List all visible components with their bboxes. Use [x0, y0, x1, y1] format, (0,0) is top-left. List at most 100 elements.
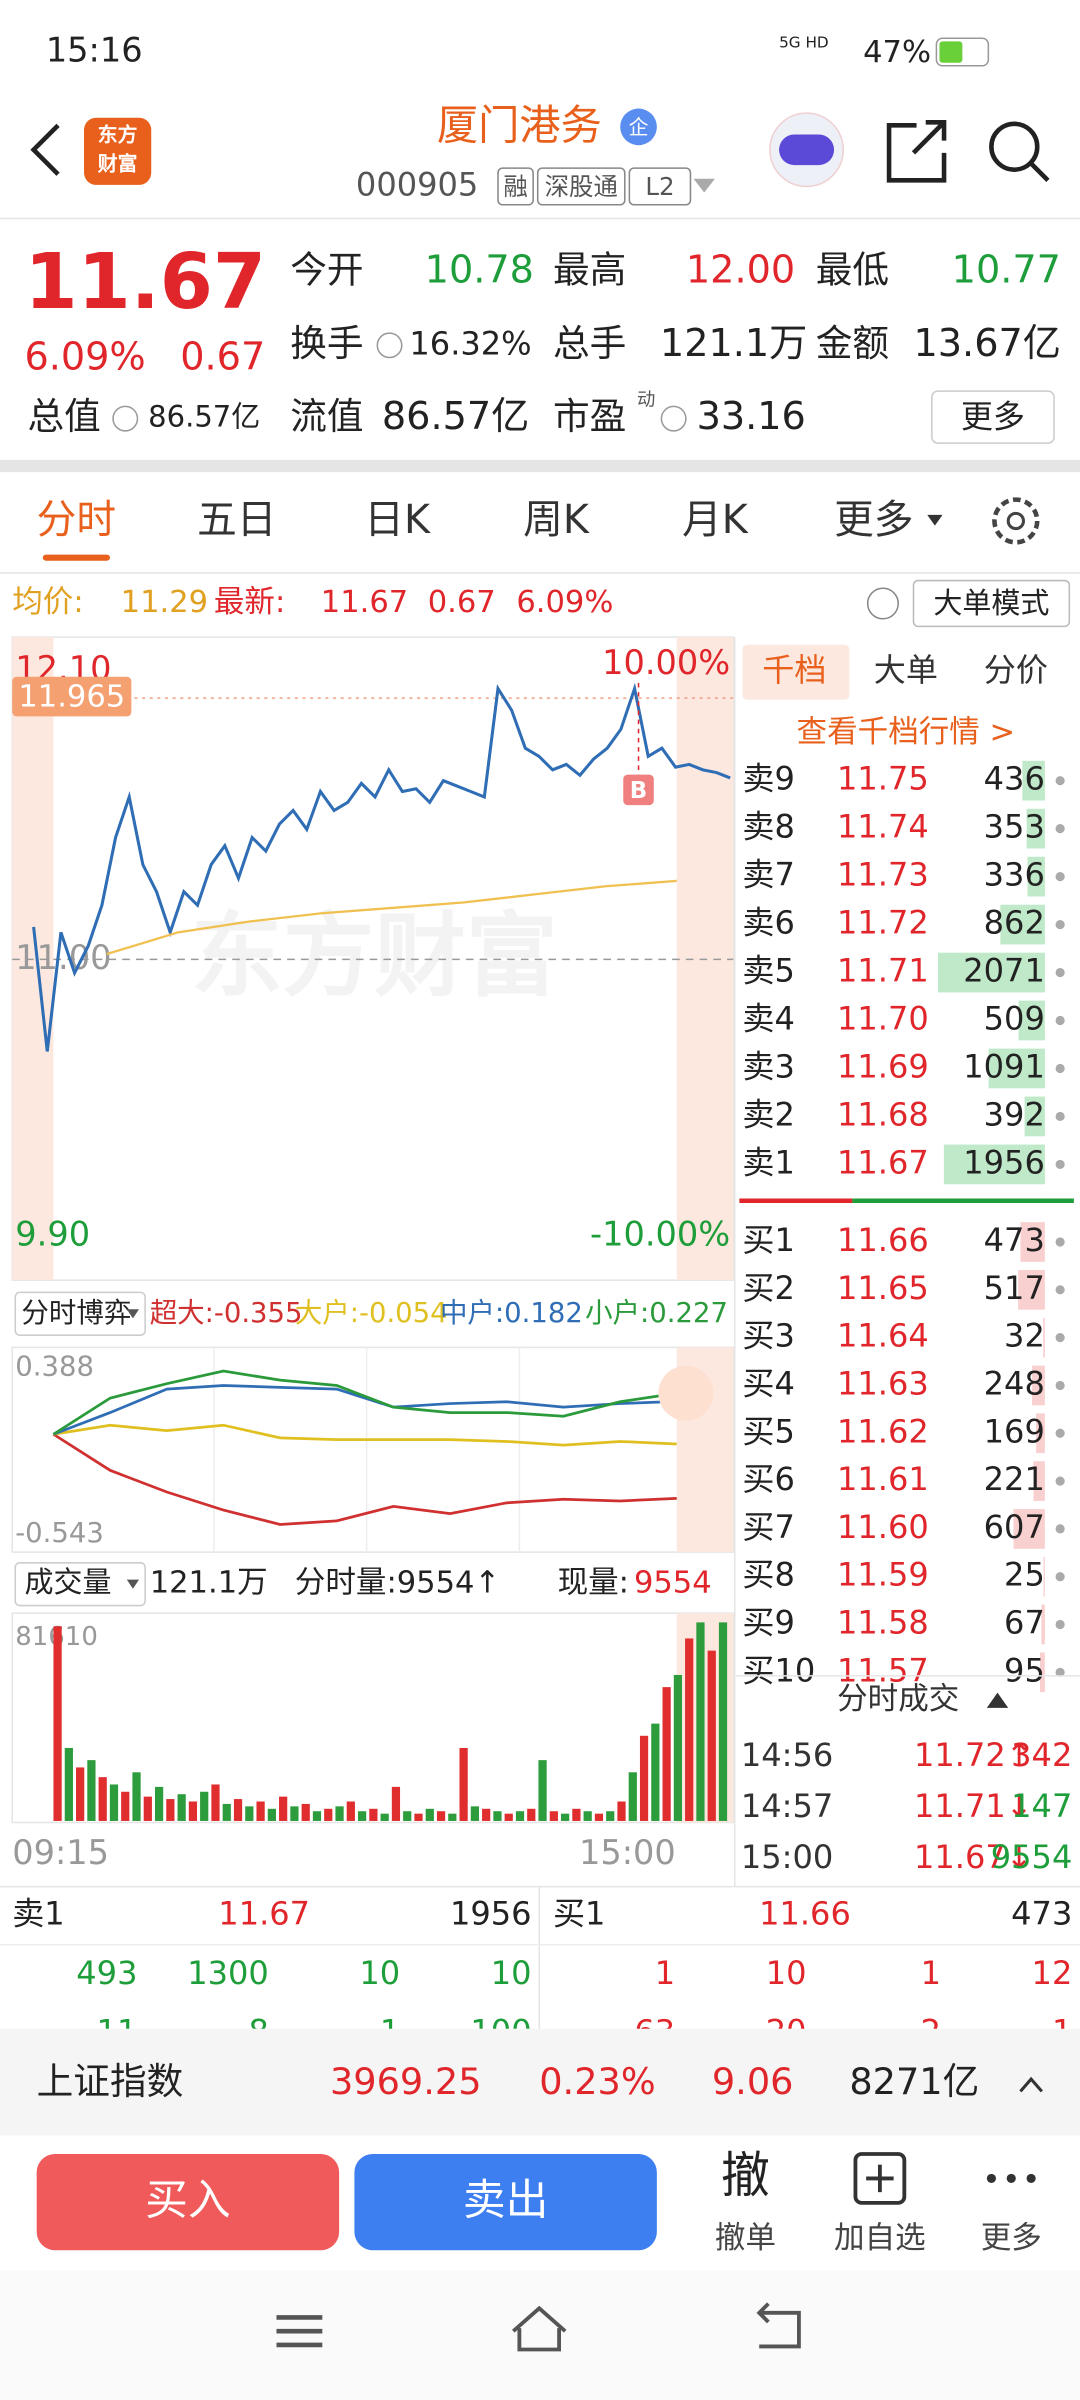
more-text[interactable]: 更多	[981, 2221, 1042, 2256]
mode-button[interactable]	[912, 579, 1071, 628]
sell-text[interactable]: 卖出	[463, 2175, 549, 2225]
volume-selector[interactable]	[14, 1562, 146, 1607]
expand-button[interactable]	[658, 1365, 714, 1421]
tag: L2	[645, 172, 674, 201]
search-icon[interactable]	[989, 121, 1040, 172]
level-label: 买7	[742, 1508, 794, 1546]
settings-icon[interactable]	[992, 497, 1040, 545]
tab[interactable]: 五日	[197, 497, 276, 543]
volume-bar	[470, 1806, 479, 1821]
sell-button[interactable]	[354, 2153, 657, 2251]
cancel-text[interactable]: 撤单	[715, 2221, 776, 2256]
logo-text: 东方	[98, 124, 138, 147]
more-text[interactable]: 更多	[961, 398, 1025, 436]
share-icon[interactable]	[886, 119, 947, 183]
nav-back[interactable]	[756, 2302, 801, 2349]
volume-bar	[109, 1784, 119, 1821]
volume-bar	[1041, 1604, 1045, 1645]
depth-cell: 473	[1011, 1895, 1072, 1933]
volume-bar	[200, 1791, 209, 1821]
index-name[interactable]: 上证指数	[37, 2060, 184, 2103]
depth-cell: 11.66	[759, 1895, 851, 1933]
legend-item: 大户:-0.054	[295, 1297, 448, 1329]
volume-bar	[425, 1808, 434, 1821]
level-dot	[1055, 776, 1065, 786]
avg: 11.29	[121, 585, 208, 620]
level-dot	[1055, 872, 1065, 882]
level-label: 买9	[742, 1604, 794, 1642]
logo	[84, 117, 152, 185]
book-tab[interactable]: 大单	[874, 651, 938, 689]
info-icon	[660, 405, 687, 432]
buy-text[interactable]: 买入	[145, 2175, 231, 2225]
volume-bar	[279, 1796, 288, 1821]
volume-bar	[154, 1786, 164, 1821]
price-line	[32, 682, 731, 1052]
level-dot	[1055, 967, 1065, 978]
status-time: 15:16	[46, 31, 143, 70]
level-price: 11.66	[837, 1221, 929, 1259]
book-link[interactable]: 查看千档行情 >	[797, 715, 1016, 750]
level-dot	[1055, 1428, 1065, 1438]
tab[interactable]: 周K	[523, 497, 590, 543]
level-label: 卖7	[742, 856, 794, 894]
volume-bar	[1043, 1556, 1045, 1597]
volume-title[interactable]: 成交量	[24, 1565, 111, 1599]
level-volume: 169	[984, 1412, 1045, 1450]
level-volume: 436	[984, 760, 1045, 798]
x-tick-label: 09:15	[12, 1833, 109, 1872]
buy-button[interactable]	[36, 2153, 340, 2251]
battery-level	[939, 41, 963, 63]
tab[interactable]: 日K	[364, 497, 431, 543]
level-volume: 392	[984, 1095, 1045, 1133]
watch-text[interactable]: 加自选	[834, 2221, 926, 2256]
level-label: 卖1	[742, 1143, 794, 1181]
depth-cell: 卖1	[12, 1895, 64, 1933]
flow-selector[interactable]	[14, 1291, 146, 1336]
depth-cell: 1300	[187, 1954, 269, 1992]
battery-icon	[935, 37, 990, 67]
last: 11.67	[321, 585, 408, 620]
minute-volume: 分时量:9554↑	[295, 1566, 500, 1601]
tab[interactable]: 月K	[682, 497, 749, 543]
chart-frame	[11, 636, 735, 1281]
cancel-icon[interactable]: 撤	[721, 2147, 770, 2204]
level-label: 卖6	[742, 904, 794, 942]
level-dot	[1055, 1015, 1065, 1026]
tab-caret	[927, 514, 943, 526]
level-price: 11.67	[837, 1143, 929, 1181]
current-volume: 9554	[634, 1566, 712, 1601]
back-button[interactable]	[30, 123, 60, 176]
tab[interactable]: 更多	[834, 497, 913, 543]
mode-text[interactable]: 大单模式	[933, 586, 1049, 620]
book-tab[interactable]: 分价	[984, 651, 1048, 689]
more-button[interactable]	[931, 390, 1055, 444]
current-label: 现量:	[558, 1566, 629, 1601]
level-label: 卖3	[742, 1047, 794, 1085]
index-bar[interactable]	[0, 2028, 1080, 2136]
volume-bar	[1018, 1000, 1045, 1041]
field-label: 换手	[290, 322, 363, 365]
level-price: 11.71	[837, 952, 929, 990]
nav-home[interactable]	[512, 2305, 567, 2352]
volume-bar	[1043, 1317, 1045, 1358]
expand-icon[interactable]	[1019, 2076, 1043, 2093]
flow-title[interactable]: 分时博弈	[21, 1297, 131, 1329]
volume-bar	[188, 1801, 198, 1821]
volume-bar	[222, 1803, 231, 1821]
level-price: 11.72	[837, 904, 929, 942]
level-dot	[1055, 1333, 1065, 1343]
volume-bar	[1027, 856, 1045, 897]
stock-code: 000905	[356, 165, 478, 203]
trade-price: 11.71↓	[914, 1787, 1033, 1825]
field-value: 12.00	[686, 248, 795, 292]
level-dot	[1055, 1667, 1065, 1677]
tab[interactable]: 分时	[37, 497, 116, 543]
marker-text: B	[630, 778, 647, 804]
watch-icon[interactable]	[853, 2152, 907, 2205]
level-volume: 2071	[963, 952, 1045, 990]
book-tab[interactable]: 千档	[762, 651, 826, 689]
level-volume: 1956	[963, 1143, 1045, 1181]
flow-line	[53, 1423, 677, 1447]
